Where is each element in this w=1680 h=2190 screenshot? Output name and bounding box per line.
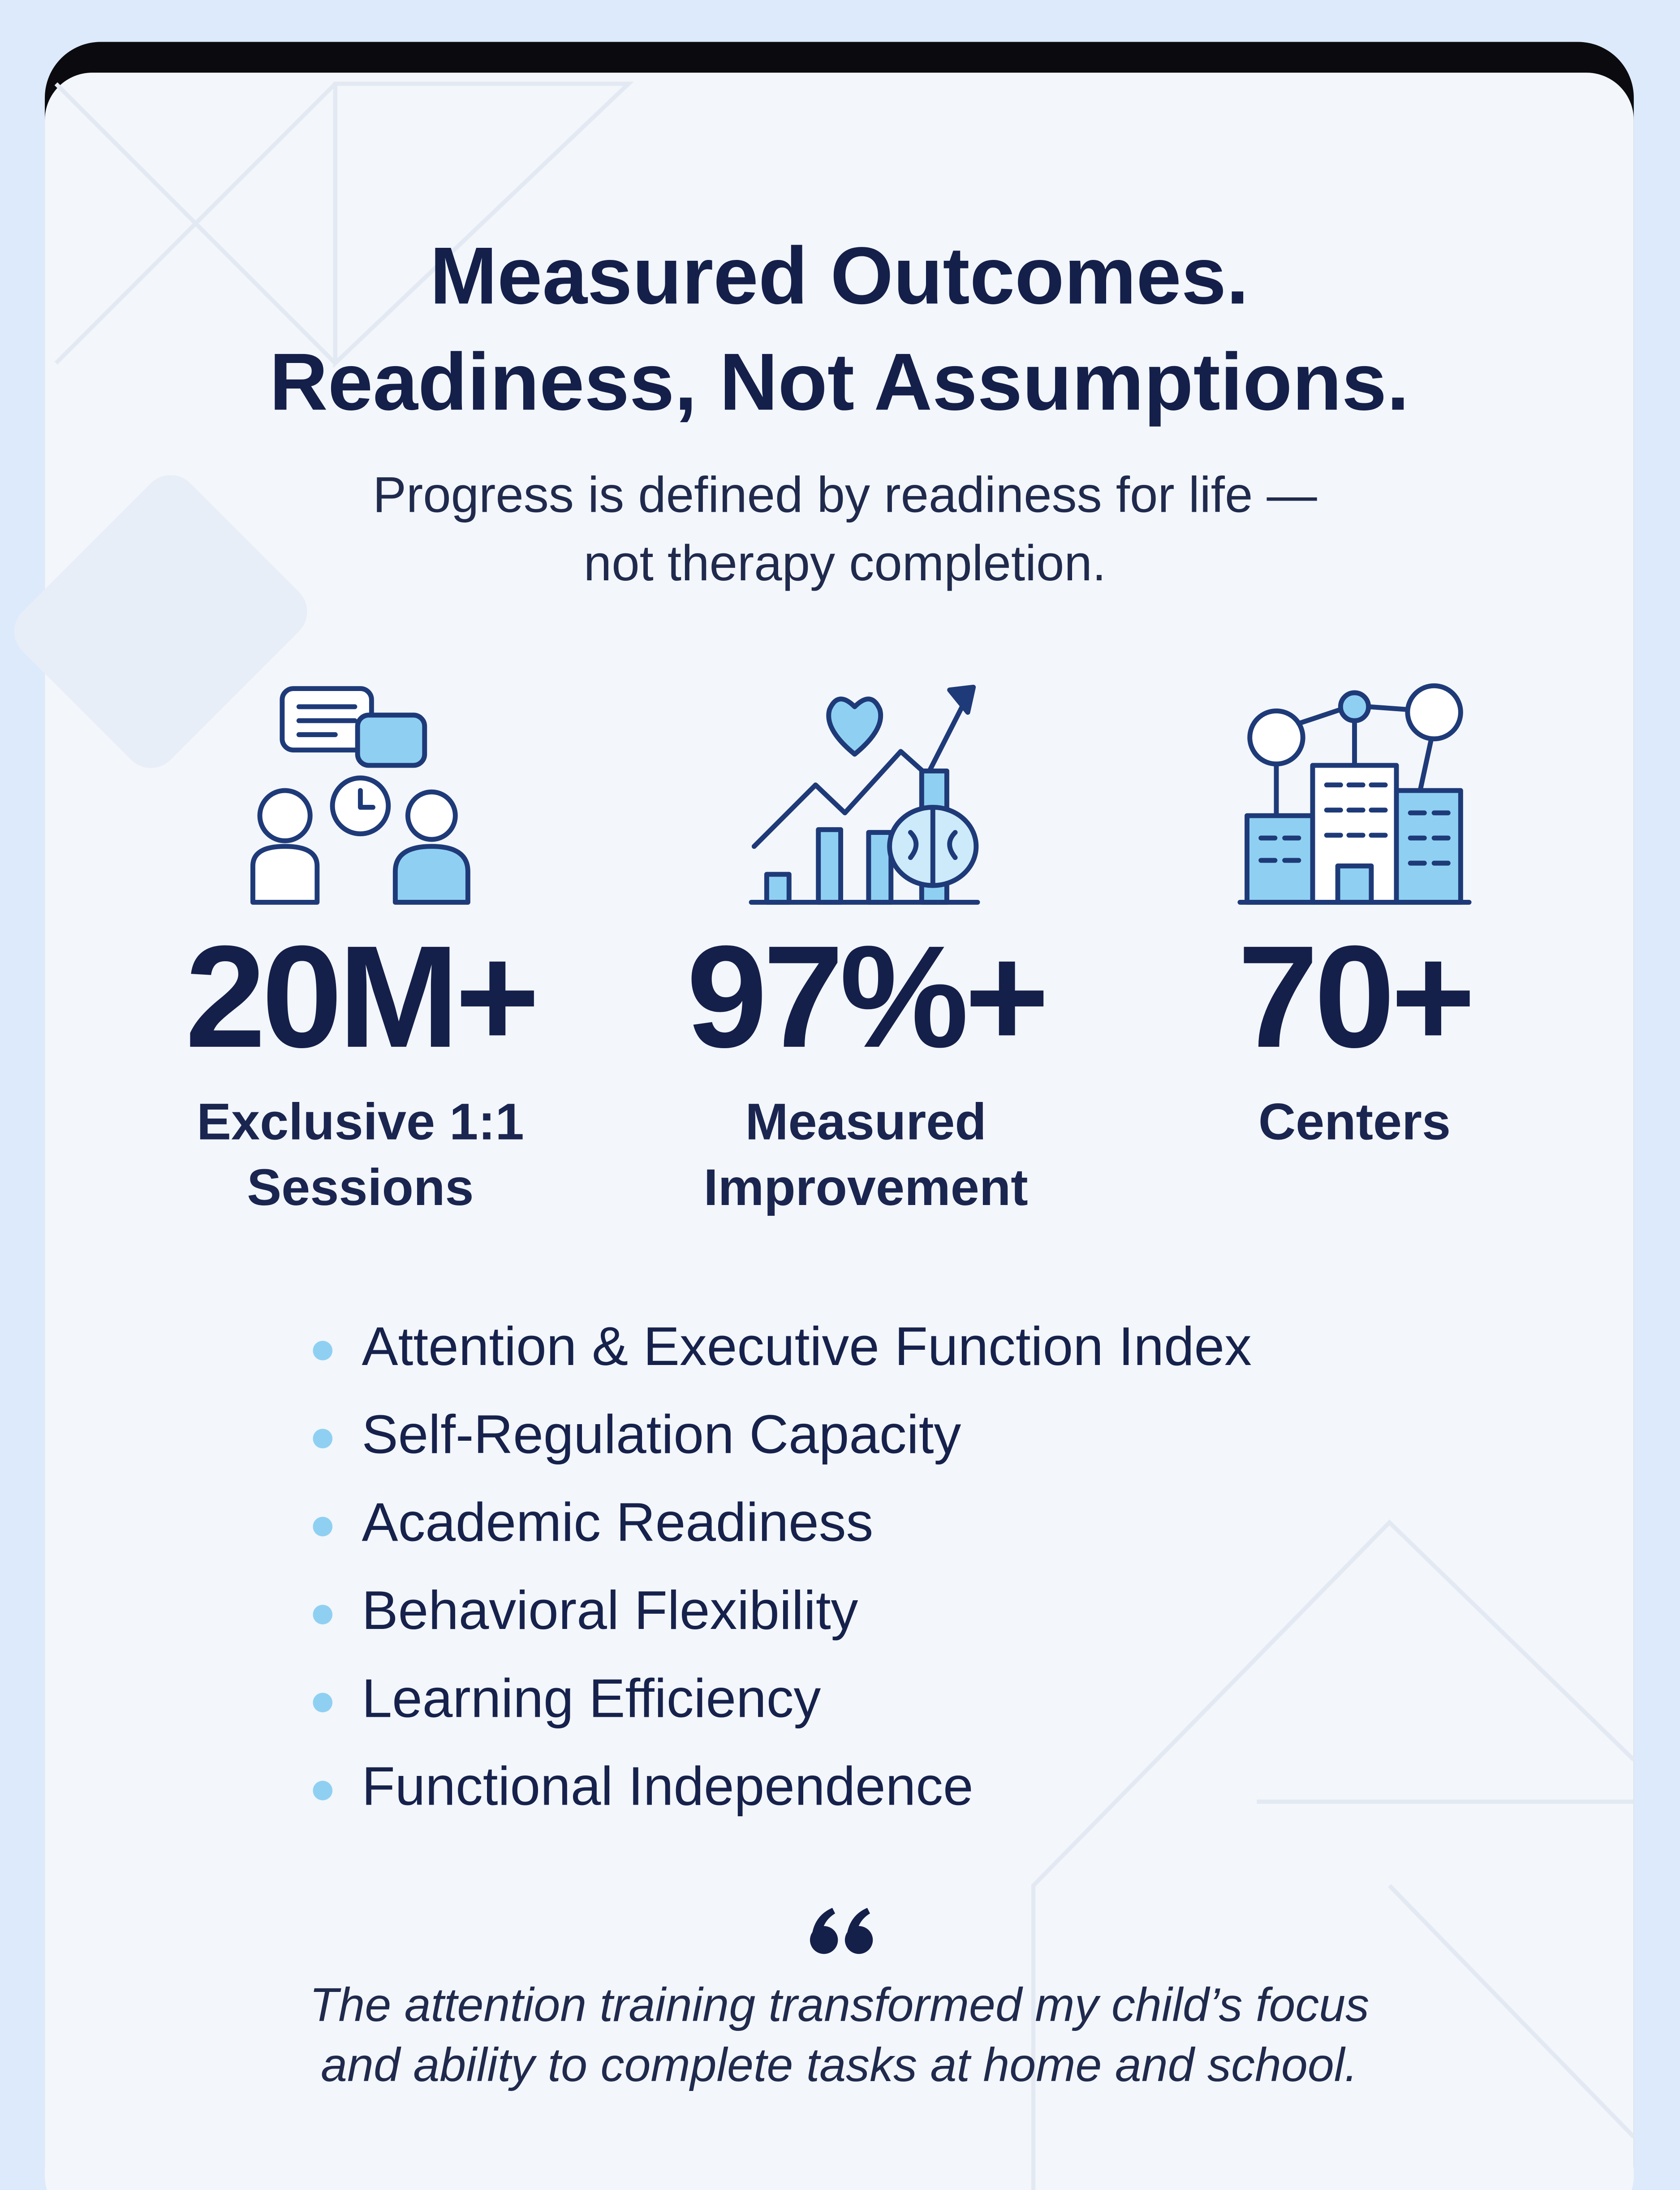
bullet — [313, 1693, 333, 1713]
stat-value: 97%+ — [686, 916, 1045, 1078]
list-item: Learning Efficiency — [313, 1667, 821, 1728]
icon-sessions — [250, 686, 470, 905]
stats: 20M+ Exclusive 1:1 Sessions 97%+ Measured Imp… — [185, 916, 1476, 1216]
bullet — [313, 1780, 333, 1801]
list-text: Learning Efficiency — [362, 1667, 821, 1728]
list-item: Functional Independence — [313, 1756, 974, 1817]
list-text: Behavioral Flexibility — [362, 1580, 858, 1641]
list-item: Behavioral Flexibility — [313, 1580, 858, 1641]
deco-lines — [54, 82, 634, 368]
list-item: Self-Regulation Capacity — [313, 1404, 961, 1464]
list-text: Functional Independence — [362, 1756, 974, 1817]
quote-tail — [811, 1908, 836, 1940]
heart — [826, 696, 883, 757]
node — [1338, 690, 1371, 723]
quote-line: The attention training transformed my ch… — [310, 1978, 1369, 2031]
stat-label: Improvement — [704, 1159, 1028, 1216]
door — [1335, 863, 1374, 905]
bullet — [313, 1341, 333, 1361]
list-text: Attention & Executive Function Index — [362, 1316, 1252, 1377]
person-body — [392, 844, 470, 905]
subtitle-line: Progress is defined by readiness for lif… — [373, 466, 1317, 523]
quote-mark — [810, 1908, 873, 1954]
quote-tail — [846, 1908, 870, 1940]
building — [1245, 813, 1315, 905]
deco-lines — [1031, 1519, 1636, 2190]
list-text: Academic Readiness — [362, 1492, 874, 1553]
quote-line: and ability to complete tasks at home an… — [321, 2039, 1358, 2091]
list-item: Attention & Executive Function Index — [313, 1316, 1252, 1377]
stat: 20M+ Exclusive 1:1 Sessions — [185, 916, 540, 1216]
trend-arrow — [751, 695, 969, 849]
title-line: Readiness, Not Assumptions. — [269, 337, 1409, 427]
card — [45, 73, 1634, 2190]
list-text: Self-Regulation Capacity — [362, 1404, 961, 1464]
bar — [866, 830, 894, 905]
bar — [816, 827, 844, 905]
person-head — [405, 789, 458, 842]
stat-value: 70+ — [1238, 916, 1472, 1078]
decoration — [14, 82, 1636, 2190]
subtitle-line: not therapy completion. — [584, 535, 1106, 591]
brain-lines — [908, 808, 958, 886]
bar — [764, 872, 792, 905]
stat: 70+ Centers — [1238, 916, 1476, 1151]
stat-label: Measured — [745, 1093, 986, 1151]
list-item: Academic Readiness — [313, 1492, 873, 1553]
arrow-head — [947, 684, 976, 715]
icon-improvement — [749, 684, 980, 905]
clock-hands — [358, 788, 375, 810]
stat-value: 20M+ — [185, 916, 535, 1078]
node-person — [1405, 683, 1463, 742]
outcome-list: Attention & Executive Function Index Self… — [313, 1316, 1252, 1817]
windows — [1258, 782, 1451, 866]
speech-lines — [296, 704, 358, 737]
deco-diamond — [14, 475, 307, 768]
bullet — [313, 1429, 333, 1449]
title-line: Measured Outcomes. — [430, 230, 1249, 321]
icon-centers — [1237, 683, 1472, 905]
node-person — [1247, 708, 1305, 767]
building — [1394, 788, 1463, 905]
stat-label: Centers — [1258, 1093, 1451, 1151]
bullet — [313, 1605, 333, 1624]
quote: The attention training transformed my ch… — [310, 1978, 1369, 2091]
stat: 97%+ Measured Improvement — [686, 916, 1049, 1216]
person-body — [250, 844, 320, 905]
bullet — [313, 1516, 333, 1537]
network-lines — [1274, 704, 1434, 818]
person-head — [257, 788, 313, 843]
stat-label: Exclusive 1:1 — [197, 1093, 524, 1151]
speech-bubble — [355, 713, 427, 768]
stat-label: Sessions — [247, 1159, 474, 1216]
